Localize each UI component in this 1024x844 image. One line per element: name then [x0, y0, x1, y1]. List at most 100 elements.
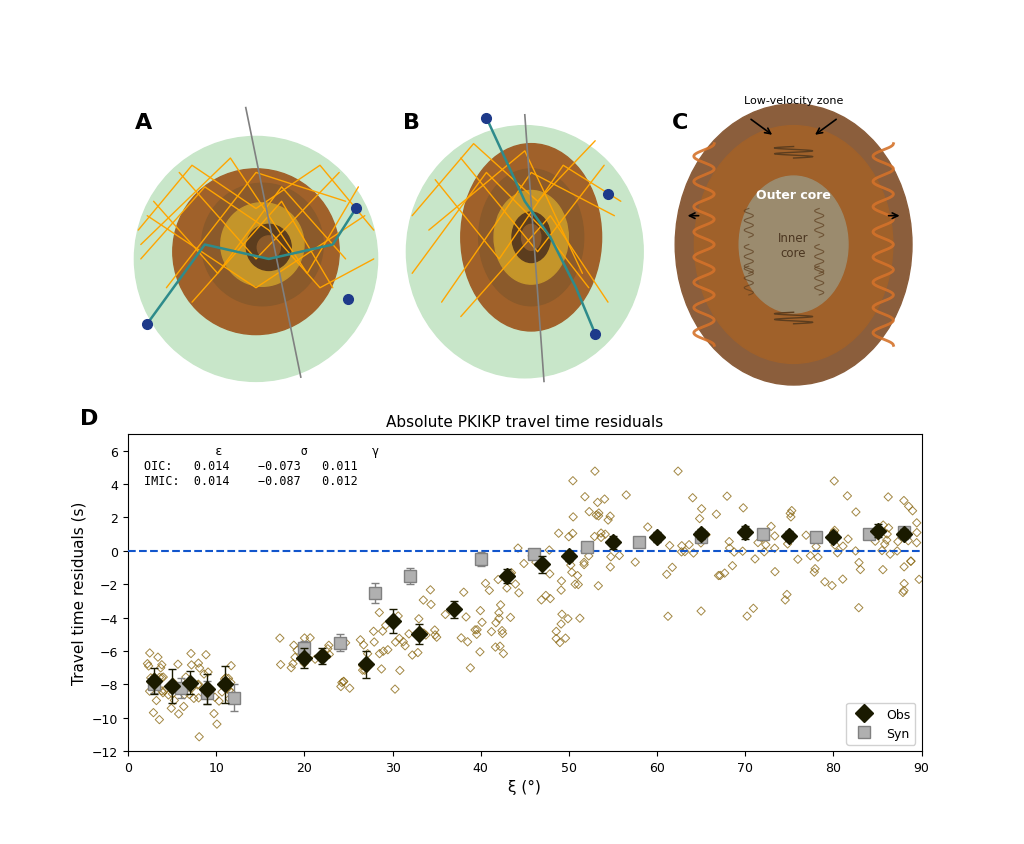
Point: [564, 474, 581, 488]
Text: Outer core: Outer core: [756, 188, 831, 202]
Point: [289, 644, 305, 657]
Point: [190, 691, 207, 705]
Point: [681, 538, 697, 552]
Point: [170, 657, 186, 671]
Point: [900, 500, 916, 513]
Point: [422, 583, 438, 597]
Point: [371, 606, 387, 619]
Point: [602, 550, 618, 564]
Point: [829, 546, 846, 560]
Point: [745, 602, 762, 615]
Point: [783, 504, 800, 517]
Point: [588, 509, 604, 522]
Point: [779, 538, 796, 551]
X-axis label: ξ (°): ξ (°): [508, 779, 542, 794]
Point: [302, 631, 318, 645]
Point: [767, 565, 783, 579]
Point: [496, 647, 512, 661]
Point: [380, 643, 396, 657]
Point: [209, 717, 225, 731]
Point: [569, 569, 586, 582]
Point: [908, 517, 925, 530]
Point: [177, 670, 194, 684]
Point: [553, 584, 569, 598]
Point: [372, 647, 388, 661]
Point: [563, 565, 580, 579]
Ellipse shape: [173, 170, 339, 335]
Point: [541, 544, 557, 557]
Ellipse shape: [478, 170, 584, 306]
Point: [474, 616, 490, 630]
Point: [152, 713, 168, 727]
Point: [375, 645, 391, 658]
Point: [221, 692, 238, 706]
Point: [503, 566, 519, 580]
Point: [890, 535, 906, 549]
Point: [755, 531, 771, 544]
Point: [271, 631, 288, 645]
Point: [557, 631, 573, 645]
Point: [587, 465, 603, 479]
Ellipse shape: [257, 236, 281, 260]
Point: [825, 526, 842, 539]
Point: [552, 636, 568, 650]
Point: [354, 659, 371, 673]
Point: [581, 506, 597, 519]
Point: [487, 616, 504, 630]
Point: [145, 706, 162, 720]
Point: [391, 632, 408, 646]
Point: [577, 490, 593, 504]
Point: [456, 586, 472, 599]
Ellipse shape: [247, 225, 291, 271]
Text: A: A: [134, 113, 152, 133]
Point: [499, 582, 515, 595]
Point: [218, 671, 234, 684]
Point: [155, 686, 171, 700]
Point: [590, 579, 606, 592]
Point: [495, 627, 511, 641]
Point: [602, 560, 618, 574]
Point: [570, 578, 587, 592]
Point: [139, 657, 156, 671]
Point: [150, 651, 166, 664]
Point: [285, 657, 301, 671]
Point: [467, 624, 483, 637]
Point: [767, 529, 783, 543]
Point: [593, 531, 609, 544]
Point: [662, 539, 678, 553]
Point: [538, 589, 554, 603]
Point: [163, 679, 179, 693]
Point: [354, 663, 371, 677]
Point: [222, 676, 239, 690]
Point: [564, 527, 581, 540]
Point: [896, 577, 912, 591]
Point: [670, 465, 686, 479]
Point: [835, 540, 851, 554]
Point: [896, 584, 912, 598]
Point: [211, 695, 227, 708]
Point: [489, 573, 506, 587]
Ellipse shape: [512, 213, 551, 263]
Point: [418, 629, 434, 642]
Point: [207, 690, 223, 704]
Point: [472, 646, 488, 659]
Point: [692, 537, 709, 550]
Point: [719, 490, 735, 503]
Point: [395, 636, 412, 649]
Point: [492, 640, 508, 653]
Point: [711, 569, 727, 582]
Point: [460, 636, 476, 649]
Point: [524, 549, 541, 563]
Point: [189, 679, 206, 692]
Point: [908, 526, 925, 539]
Point: [141, 684, 158, 698]
Point: [410, 646, 426, 659]
Point: [726, 546, 742, 560]
Point: [166, 694, 182, 707]
Point: [214, 685, 230, 699]
Point: [190, 657, 207, 670]
Point: [826, 524, 843, 538]
Ellipse shape: [739, 177, 848, 314]
Point: [387, 636, 403, 649]
Point: [223, 685, 240, 699]
